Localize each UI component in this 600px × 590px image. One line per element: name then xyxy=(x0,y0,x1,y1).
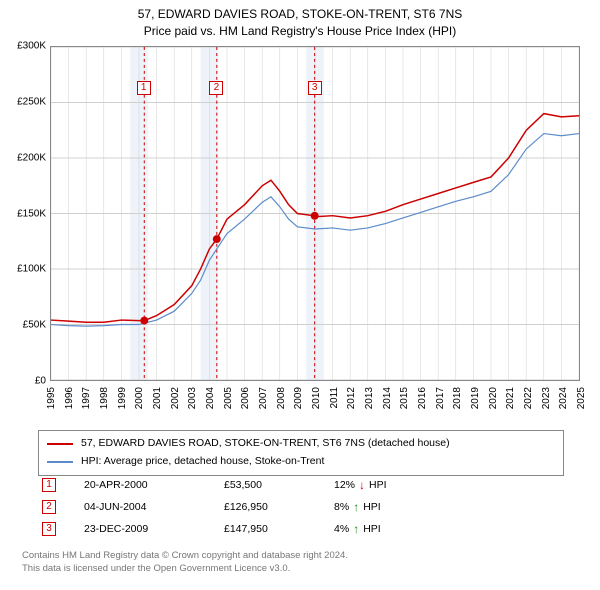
transaction-price: £147,950 xyxy=(224,523,334,535)
chart-container: 57, EDWARD DAVIES ROAD, STOKE-ON-TRENT, … xyxy=(0,0,600,590)
title-line-1: 57, EDWARD DAVIES ROAD, STOKE-ON-TRENT, … xyxy=(0,6,600,23)
y-tick-label: £0 xyxy=(2,376,46,387)
diff-percent: 4% xyxy=(334,523,349,535)
x-tick-label: 1996 xyxy=(64,387,75,409)
x-tick-label: 2001 xyxy=(152,387,163,409)
transaction-row: 3 23-DEC-2009£147,9504% ↑ HPI xyxy=(38,518,564,540)
title-line-2: Price paid vs. HM Land Registry's House … xyxy=(0,23,600,40)
x-tick-label: 2004 xyxy=(205,387,216,409)
diff-vs-label: HPI xyxy=(369,479,387,491)
arrow-up-icon: ↑ xyxy=(353,501,359,513)
transaction-marker: 3 xyxy=(42,522,56,536)
x-tick-label: 2005 xyxy=(223,387,234,409)
arrow-down-icon: ↓ xyxy=(359,479,365,491)
x-tick-label: 2012 xyxy=(346,387,357,409)
x-tick-label: 1999 xyxy=(117,387,128,409)
diff-vs-label: HPI xyxy=(363,501,381,513)
x-tick-label: 2025 xyxy=(576,387,587,409)
x-tick-label: 2018 xyxy=(452,387,463,409)
x-tick-label: 2000 xyxy=(134,387,145,409)
y-tick-label: £300K xyxy=(2,41,46,52)
transaction-marker: 1 xyxy=(42,478,56,492)
transaction-row: 1 20-APR-2000£53,50012% ↓ HPI xyxy=(38,474,564,496)
event-marker: 1 xyxy=(137,81,151,95)
legend-swatch xyxy=(47,461,73,463)
event-marker: 3 xyxy=(308,81,322,95)
y-tick-label: £250K xyxy=(2,96,46,107)
x-tick-label: 2009 xyxy=(293,387,304,409)
x-tick-label: 1995 xyxy=(46,387,57,409)
x-tick-label: 2014 xyxy=(382,387,393,409)
transaction-diff: 8% ↑ HPI xyxy=(334,501,381,513)
x-tick-label: 2011 xyxy=(329,387,340,409)
x-tick-label: 2016 xyxy=(417,387,428,409)
x-tick-label: 2015 xyxy=(399,387,410,409)
x-tick-label: 2007 xyxy=(258,387,269,409)
x-tick-label: 2002 xyxy=(170,387,181,409)
footer-attribution: Contains HM Land Registry data © Crown c… xyxy=(22,550,348,576)
arrow-up-icon: ↑ xyxy=(353,523,359,535)
footer-line-1: Contains HM Land Registry data © Crown c… xyxy=(22,550,348,563)
y-tick-label: £200K xyxy=(2,152,46,163)
diff-percent: 8% xyxy=(334,501,349,513)
transaction-price: £126,950 xyxy=(224,501,334,513)
transaction-date: 23-DEC-2009 xyxy=(84,523,224,535)
legend-label: HPI: Average price, detached house, Stok… xyxy=(81,453,324,471)
event-marker: 2 xyxy=(209,81,223,95)
legend-label: 57, EDWARD DAVIES ROAD, STOKE-ON-TRENT, … xyxy=(81,435,450,453)
x-tick-label: 2021 xyxy=(505,387,516,409)
transaction-price: £53,500 xyxy=(224,479,334,491)
x-tick-label: 2023 xyxy=(541,387,552,409)
transaction-diff: 4% ↑ HPI xyxy=(334,523,381,535)
transaction-diff: 12% ↓ HPI xyxy=(334,479,387,491)
x-tick-label: 2008 xyxy=(276,387,287,409)
x-tick-label: 2024 xyxy=(558,387,569,409)
x-tick-label: 2017 xyxy=(435,387,446,409)
x-tick-label: 2010 xyxy=(311,387,322,409)
legend-row: HPI: Average price, detached house, Stok… xyxy=(47,453,555,471)
transaction-marker: 2 xyxy=(42,500,56,514)
diff-percent: 12% xyxy=(334,479,355,491)
x-tick-label: 2003 xyxy=(187,387,198,409)
y-tick-label: £150K xyxy=(2,208,46,219)
diff-vs-label: HPI xyxy=(363,523,381,535)
x-tick-label: 2006 xyxy=(240,387,251,409)
x-tick-label: 1998 xyxy=(99,387,110,409)
x-tick-label: 2019 xyxy=(470,387,481,409)
legend-box: 57, EDWARD DAVIES ROAD, STOKE-ON-TRENT, … xyxy=(38,430,564,476)
title-block: 57, EDWARD DAVIES ROAD, STOKE-ON-TRENT, … xyxy=(0,0,600,40)
chart-svg xyxy=(51,47,579,380)
chart-plot-area xyxy=(50,46,580,381)
legend-row: 57, EDWARD DAVIES ROAD, STOKE-ON-TRENT, … xyxy=(47,435,555,453)
transaction-row: 2 04-JUN-2004£126,9508% ↑ HPI xyxy=(38,496,564,518)
footer-line-2: This data is licensed under the Open Gov… xyxy=(22,563,348,576)
transaction-date: 20-APR-2000 xyxy=(84,479,224,491)
legend-swatch xyxy=(47,443,73,445)
transaction-date: 04-JUN-2004 xyxy=(84,501,224,513)
x-tick-label: 1997 xyxy=(81,387,92,409)
x-tick-label: 2013 xyxy=(364,387,375,409)
y-tick-label: £50K xyxy=(2,320,46,331)
transactions-table: 1 20-APR-2000£53,50012% ↓ HPI 2 04-JUN-2004£1… xyxy=(38,474,564,540)
y-tick-label: £100K xyxy=(2,264,46,275)
x-tick-label: 2020 xyxy=(488,387,499,409)
x-tick-label: 2022 xyxy=(523,387,534,409)
